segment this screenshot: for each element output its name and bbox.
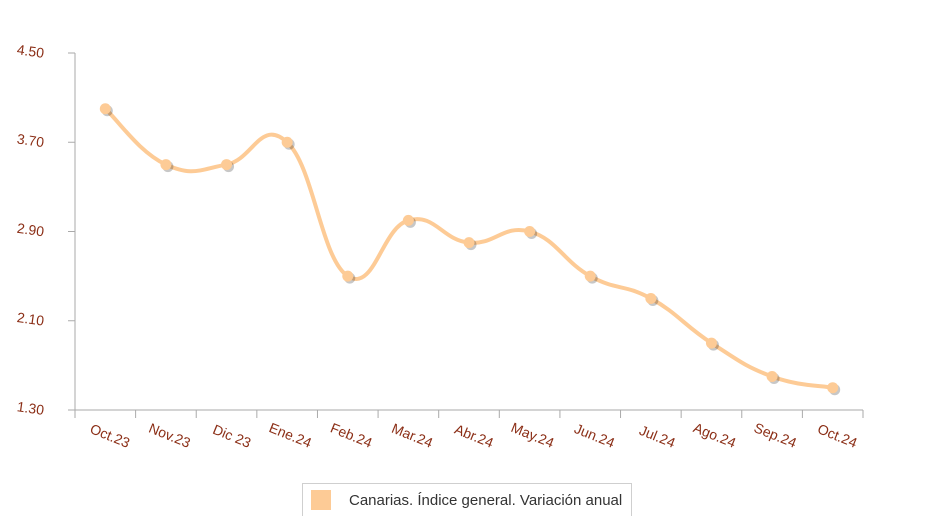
x-tick-label: Jun.24 — [572, 420, 617, 451]
x-tick-label: Ago.24 — [691, 419, 738, 451]
x-tick-label: May.24 — [509, 419, 557, 451]
data-point[interactable] — [584, 270, 596, 282]
x-tick-label: Oct.23 — [88, 420, 132, 450]
data-point[interactable] — [221, 159, 233, 171]
y-tick-label: 2.10 — [16, 309, 45, 329]
data-point[interactable] — [402, 214, 414, 226]
data-point[interactable] — [160, 159, 172, 171]
x-tick-label: Sep.24 — [752, 419, 799, 451]
x-tick-label: Jul.24 — [637, 422, 678, 451]
data-point[interactable] — [342, 270, 354, 282]
data-point[interactable] — [827, 382, 839, 394]
legend-swatch — [311, 490, 331, 510]
x-tick-label: Dic 23 — [211, 421, 254, 451]
data-point[interactable] — [99, 103, 111, 115]
y-tick-label: 3.70 — [16, 131, 45, 151]
x-tick-label: Feb.24 — [328, 420, 375, 451]
y-tick-label: 2.90 — [16, 220, 45, 240]
legend: Canarias. Índice general. Variación anua… — [302, 483, 632, 516]
x-tick-label: Ene.24 — [267, 419, 314, 451]
data-point[interactable] — [645, 292, 657, 304]
x-axis-ticks: Oct.23 Nov.23 Dic 23 Ene.24 Feb.24 Mar.24 Abr.… — [74, 410, 864, 451]
x-tick-label: Nov.23 — [147, 420, 193, 451]
data-point[interactable] — [281, 136, 293, 148]
y-tick-label: 4.50 — [16, 41, 45, 61]
data-point[interactable] — [766, 371, 778, 383]
x-tick-label: Abr.24 — [452, 421, 496, 451]
data-point[interactable] — [463, 237, 475, 249]
axes — [74, 53, 863, 411]
data-point[interactable] — [705, 337, 717, 349]
data-point[interactable] — [524, 226, 536, 237]
y-tick-label: 1.30 — [16, 398, 45, 418]
y-axis-ticks: 1.30 2.10 2.90 3.70 4.50 — [16, 41, 75, 418]
legend-label: Canarias. Índice general. Variación anua… — [349, 491, 623, 509]
x-tick-label: Mar.24 — [390, 420, 436, 451]
x-tick-label: Oct.24 — [815, 420, 859, 450]
series — [99, 103, 841, 396]
